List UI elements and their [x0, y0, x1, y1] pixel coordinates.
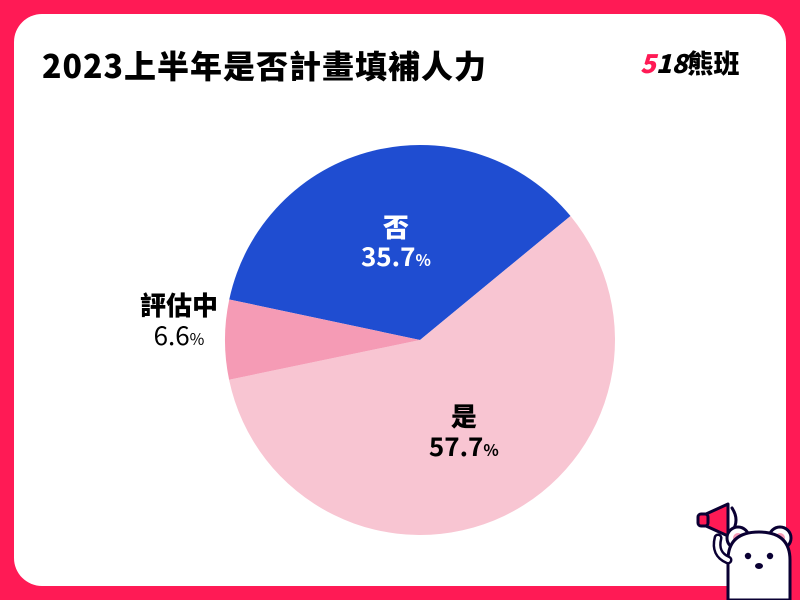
- title-text: 2023上半年是否計畫填補人力: [42, 42, 487, 88]
- slice-label-no: 否35.7%: [361, 212, 431, 272]
- page-title: 2023上半年是否計畫填補人力: [42, 42, 487, 88]
- brand-mid: 18: [656, 44, 688, 81]
- pie-chart: [223, 143, 617, 542]
- bear-icon: [717, 527, 791, 600]
- mascot-bear-icon: [690, 490, 800, 600]
- brand-suffix: 熊班: [688, 44, 740, 81]
- pie-svg: [223, 143, 617, 537]
- slice-label-yes: 是57.7%: [429, 402, 499, 462]
- slice-label-evaluating: 評估中6.6%: [140, 290, 218, 350]
- outer-frame: 2023上半年是否計畫填補人力 518熊班: [0, 0, 800, 600]
- brand-logo: 518熊班: [640, 44, 740, 81]
- mascot-svg: [690, 490, 800, 600]
- brand-prefix: 5: [640, 44, 656, 81]
